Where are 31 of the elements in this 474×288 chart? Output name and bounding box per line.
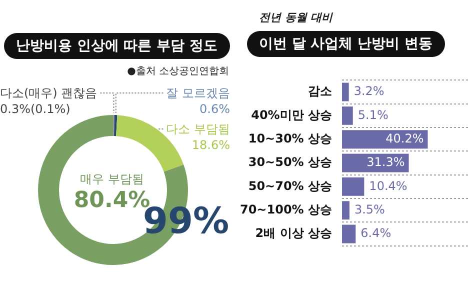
bar xyxy=(342,201,350,220)
bar xyxy=(342,106,353,125)
chart-title: 이번 달 사업체 난방비 변동 xyxy=(247,31,444,57)
chart-title: 난방비용 인상에 따른 부담 정도 xyxy=(4,33,230,59)
data-label: 0.6% xyxy=(200,102,230,116)
slice-label: 매우 부담됨 xyxy=(80,172,144,186)
data-label: 5.1% xyxy=(358,108,388,122)
data-label: 31.3% xyxy=(366,155,405,170)
slice-label: 잘 모르겠음 xyxy=(166,86,230,100)
y-tick-label: 감소 xyxy=(308,84,332,98)
y-tick-label: 30~50% 상승 xyxy=(248,155,332,170)
bar xyxy=(342,177,364,196)
data-label: 6.4% xyxy=(360,226,392,240)
data-label: 3.2% xyxy=(354,84,384,98)
data-label: 40.2% xyxy=(386,131,424,146)
data-label: 18.6% xyxy=(192,138,230,152)
data-label: 10.4% xyxy=(369,178,408,193)
data-label: 0.3%(0.1%) xyxy=(0,102,70,116)
bar xyxy=(342,130,428,149)
y-tick-label: 70~100% 상승 xyxy=(240,202,332,216)
y-tick-label: 40%미만 상승 xyxy=(251,108,332,122)
text: ●출처 소상공인연합회 xyxy=(127,65,229,78)
chart-subtitle: 전년 동월 대비 xyxy=(259,10,333,25)
bar xyxy=(342,82,349,102)
y-tick-label: 10~30% 상승 xyxy=(248,131,332,146)
slice-label: 다소(매우) 괜찮음 xyxy=(0,86,98,100)
slice-label: 다소 부담됨 xyxy=(166,122,230,136)
data-label: 3.5% xyxy=(354,202,385,216)
y-tick-label: 2배 이상 상승 xyxy=(255,226,332,240)
bar xyxy=(342,224,356,244)
y-tick-label: 50~70% 상승 xyxy=(248,178,332,193)
